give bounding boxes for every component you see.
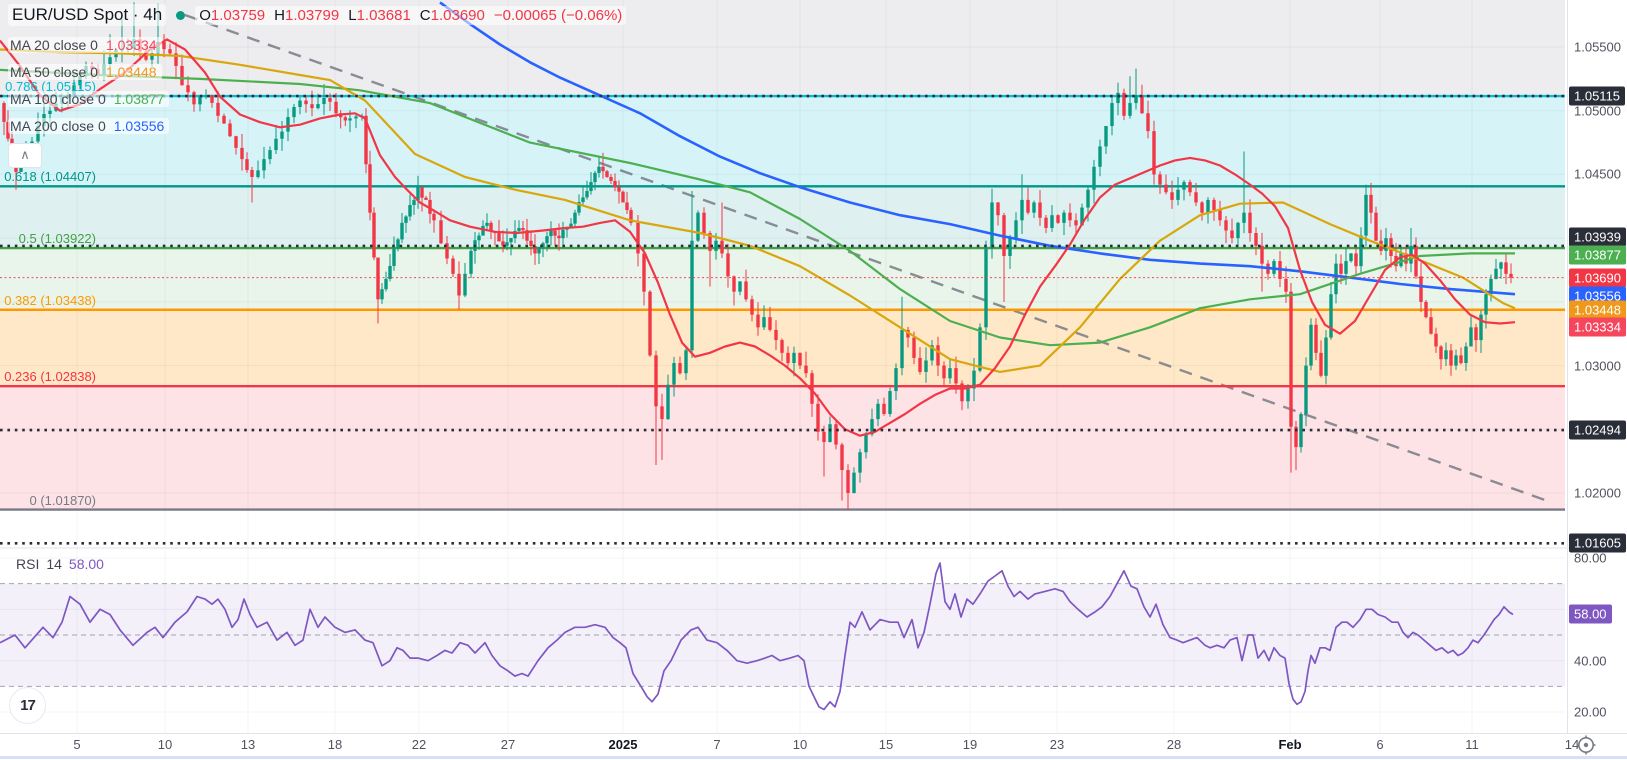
price-badge: 1.03877 (1569, 245, 1626, 265)
price-badge: 1.05115 (1569, 86, 1626, 106)
price-badge: 1.03334 (1569, 317, 1626, 337)
ohlc-low-value: 1.03681 (356, 6, 411, 24)
time-label: 14 (1564, 737, 1580, 752)
ohlc-high-value: 1.03799 (284, 6, 340, 24)
fib-band (0, 96, 1565, 187)
price-scale[interactable]: 1.05500 1.05000 1.04500 1.03000 1.02000 80.00… (1567, 0, 1627, 733)
ma-200-legend[interactable]: MA 200 close 0 1.03556 (8, 118, 170, 134)
rsi-value: 58.00 (68, 556, 104, 572)
ma20-line[interactable] (0, 38, 1516, 437)
ma100-line[interactable] (0, 68, 1515, 347)
ma-20-legend[interactable]: MA 20 close 0 1.03334 (8, 37, 162, 53)
ohlc-open-value: 1.03759 (210, 6, 266, 24)
time-label: Feb (1278, 737, 1302, 752)
price-badge: 1.03939 (1569, 227, 1626, 247)
time-label: 18 (327, 737, 343, 752)
ma-50-legend[interactable]: MA 50 close 0 1.03448 (8, 64, 162, 80)
time-label: 27 (500, 737, 516, 752)
ma50-line[interactable] (0, 48, 1516, 373)
ohlc-values: O1.03759 H1.03799 L1.03681 C1.03690 −0.0… (195, 5, 627, 25)
rsi-legend[interactable]: RSI 14 58.00 (16, 556, 104, 572)
rsi-badge: 58.00 (1569, 604, 1612, 624)
price-label: 1.05000 (1574, 103, 1621, 119)
time-label: 5 (73, 737, 81, 752)
tradingview-logo-icon[interactable]: 17 (9, 687, 46, 724)
time-label: 7 (713, 737, 721, 752)
time-label: 19 (962, 737, 978, 752)
ohlc-open-label: O (199, 6, 211, 24)
ohlc-change: −0.00065 (−0.06%) (493, 6, 623, 24)
ma-100-legend[interactable]: MA 100 close 0 1.03877 (8, 91, 170, 107)
price-badge: 1.03448 (1569, 300, 1626, 320)
rsi-scale-label: 40.00 (1574, 653, 1607, 669)
ohlc-close-label: C (419, 6, 431, 24)
legend: EUR/USD Spot · 4h O1.03759 H1.03799 L1.0… (8, 4, 627, 168)
time-label: 10 (792, 737, 808, 752)
time-label: 11 (1465, 737, 1479, 752)
time-label: 28 (1166, 737, 1182, 752)
gear-icon[interactable] (1575, 734, 1597, 756)
rsi-scale-label: 80.00 (1574, 550, 1607, 566)
bottom-edge (0, 756, 1627, 759)
time-scale[interactable]: 5 10 13 18 22 27 2025 7 10 15 19 23 28 Feb 6 11 14 (0, 733, 1627, 760)
price-badge: 1.03690 (1569, 268, 1626, 288)
rsi-pane[interactable] (0, 548, 1565, 733)
price-badge: 1.01605 (1569, 533, 1626, 553)
time-label: 10 (157, 737, 173, 752)
time-label: 23 (1049, 737, 1065, 752)
price-label: 1.03000 (1574, 358, 1621, 374)
rsi-scale-label: 20.00 (1574, 704, 1607, 720)
price-badge: 1.03556 (1569, 286, 1626, 306)
time-label: 15 (878, 737, 894, 752)
rsi-name: RSI (16, 556, 40, 572)
time-label: 2025 (608, 737, 638, 752)
time-label: 6 (1376, 737, 1384, 752)
ohlc-low-label: L (348, 6, 357, 24)
ohlc-close-value: 1.03690 (430, 6, 485, 24)
market-status-icon (176, 10, 186, 20)
legend-collapse-button[interactable]: ∧ (8, 143, 42, 168)
fib-band (0, 386, 1565, 510)
fib-band (0, 186, 1565, 249)
rsi-params: 14 (46, 556, 62, 572)
candles (2, 2, 1513, 510)
time-label: 22 (411, 737, 427, 752)
rsi-line (0, 562, 1514, 711)
price-badge: 1.02494 (1569, 420, 1626, 440)
price-label: 1.04500 (1574, 166, 1621, 182)
price-label: 1.05500 (1574, 39, 1621, 55)
symbol-title[interactable]: EUR/USD Spot · 4h (8, 4, 167, 26)
time-label: 13 (240, 737, 256, 752)
price-label: 1.02000 (1574, 485, 1621, 501)
main-pane[interactable] (0, 0, 1565, 548)
ohlc-high-label: H (274, 6, 285, 24)
